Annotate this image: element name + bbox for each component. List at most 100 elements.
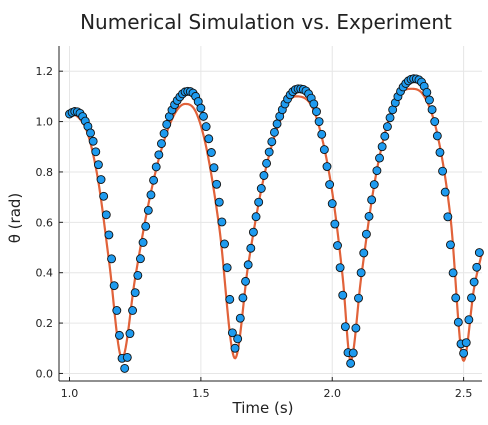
experiment-point [149, 175, 159, 185]
experiment-point [235, 313, 245, 323]
experiment-point [107, 254, 117, 264]
experiment-point [453, 317, 463, 327]
chart-title: Numerical Simulation vs. Experiment [80, 10, 452, 34]
experiment-point [104, 230, 114, 240]
experiment-point [122, 352, 132, 362]
axes [58, 46, 482, 382]
experiment-point [91, 147, 101, 157]
experiment-point [256, 184, 266, 193]
experiment-point [233, 334, 243, 344]
experiment-point [432, 131, 442, 141]
experiment-point [335, 263, 345, 273]
y-axis-label: θ (rad) [6, 193, 24, 244]
experiment-point [159, 129, 169, 138]
experiment-point [427, 105, 437, 115]
experiment-point [138, 238, 148, 247]
experiment-point [120, 363, 130, 373]
experiment-point [461, 338, 471, 348]
experiment-point [230, 343, 240, 353]
x-tick-label: 1.0 [61, 387, 79, 400]
experiment-point [354, 293, 363, 303]
experiment-point [135, 254, 145, 264]
experiment-point [143, 205, 153, 215]
experiment-point [114, 330, 124, 340]
experiment-point [369, 180, 379, 189]
experiment-point [319, 145, 329, 155]
experiment-point [259, 171, 269, 180]
experiment-point [464, 315, 474, 325]
y-tick-label: 0.0 [36, 367, 54, 380]
experiment-point [425, 95, 434, 105]
experiment-point [238, 293, 248, 303]
experiment-point [351, 323, 361, 333]
experiment-point [322, 162, 332, 172]
x-axis-label: Time (s) [232, 399, 294, 417]
experiment-point [364, 211, 374, 221]
experiment-point [146, 190, 156, 200]
experiment-point [440, 187, 450, 197]
experiment-point [448, 268, 458, 278]
experiment-point [86, 128, 95, 138]
experiment-point [101, 210, 111, 220]
experiment-point [204, 134, 214, 144]
experiment-point [162, 119, 172, 129]
experiment-point [338, 290, 348, 300]
experiment-point [254, 197, 264, 207]
grid [59, 46, 482, 381]
experiment-point [380, 131, 390, 141]
experiment-point [125, 329, 135, 339]
experiment-point [438, 166, 448, 176]
experiment-point [317, 129, 327, 139]
experiment-point [157, 139, 166, 149]
experiment-point [327, 199, 337, 209]
experiment-point [109, 281, 119, 291]
tick-labels: 1.0 1.5 2.0 2.5 0.0 0.2 0.4 0.6 0.8 1.0 1.2 [36, 65, 473, 400]
experiment-point [385, 113, 395, 123]
experiment-point [262, 158, 272, 168]
experiment-point [96, 175, 106, 184]
y-tick-label: 0.8 [36, 166, 54, 179]
y-tick-label: 0.2 [36, 317, 54, 330]
experiment-point [227, 328, 237, 338]
experiment-point [251, 212, 261, 222]
experiment-point [348, 348, 358, 358]
experiment-point [435, 147, 445, 157]
experiment-point [312, 107, 321, 117]
experiment-point [367, 195, 377, 205]
experiment-point [130, 288, 140, 298]
experiment-point [154, 150, 164, 160]
experiment-point [377, 142, 387, 152]
experiment-point [99, 191, 109, 201]
experiment-point [375, 153, 384, 163]
experiment-point [451, 293, 461, 303]
experiment-point [206, 148, 216, 157]
experiment-point [443, 212, 453, 222]
experiment-point [264, 147, 274, 157]
experiment-point [467, 293, 476, 303]
experiment-point [272, 119, 282, 129]
experiment-point [359, 248, 369, 258]
experiment-point [372, 166, 382, 176]
experiment-point [88, 136, 98, 146]
experiment-point [314, 117, 324, 127]
experiment-point [356, 268, 366, 278]
experiment-point [382, 122, 392, 132]
experiment-point [222, 263, 232, 273]
experiment-point [199, 111, 208, 121]
experiment-point [422, 87, 432, 97]
experiment-point [361, 229, 371, 239]
y-tick-label: 1.2 [36, 65, 54, 78]
experiment-point [112, 306, 122, 315]
experiment-point [246, 243, 256, 253]
experiment-point [248, 227, 258, 237]
experiment-point [133, 270, 143, 280]
experiment-point [141, 221, 151, 231]
experiment-point [325, 180, 335, 189]
experiment-point [201, 122, 211, 132]
experiment-point [340, 322, 350, 332]
experiment-point [128, 306, 138, 315]
experiment-point [346, 358, 356, 368]
experiment-point [459, 348, 469, 358]
experiment-point [330, 219, 340, 229]
y-tick-label: 0.4 [36, 267, 54, 280]
